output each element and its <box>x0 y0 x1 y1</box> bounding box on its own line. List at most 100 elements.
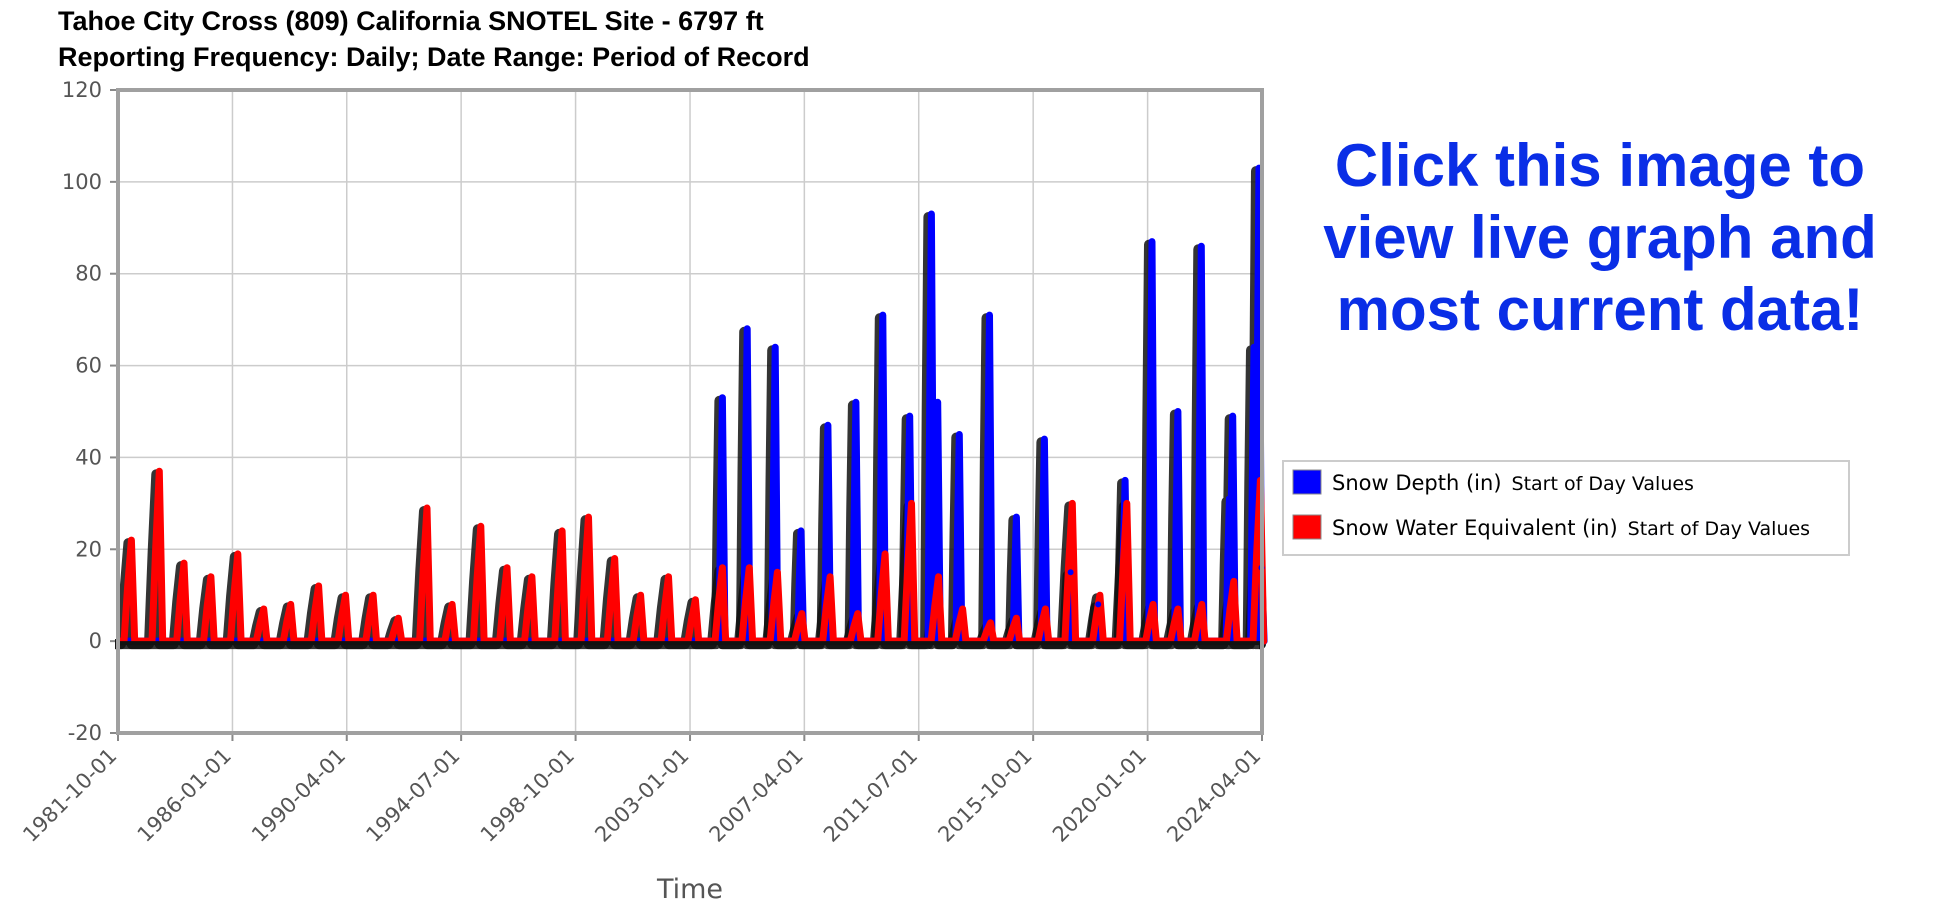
snow-depth-peak-point <box>798 527 804 534</box>
swe-peak-point <box>1174 606 1181 612</box>
snow-depth-peak-point <box>928 211 935 217</box>
x-tick-label: 1986-01-01 <box>133 744 236 847</box>
snow-depth-peak-point <box>1041 436 1048 443</box>
swe-peak-point <box>1042 606 1049 612</box>
legend: Snow Depth (in) Start of Day Values Snow … <box>1282 460 1850 556</box>
swe-peak-point <box>370 592 377 599</box>
swe-peak-point <box>128 537 135 544</box>
legend-box <box>1282 460 1850 556</box>
x-tick-label: 2015-10-01 <box>933 744 1036 847</box>
snow-depth-peak-point <box>1013 514 1020 521</box>
swe-peak-point <box>611 555 618 562</box>
swe-peak-point <box>424 505 430 511</box>
call-to-action[interactable]: Click this image to view live graph and … <box>1323 132 1877 343</box>
x-tick-label: 2003-01-01 <box>590 744 693 847</box>
x-tick-label: 1994-07-01 <box>361 744 464 847</box>
swe-peak-point <box>987 619 994 626</box>
snow-depth-peak-point <box>1198 243 1205 250</box>
y-tick-label: 100 <box>62 170 102 194</box>
swe-peak-point <box>1150 601 1157 608</box>
swe-peak-point <box>827 573 834 580</box>
snow-depth-peak-point <box>824 422 831 429</box>
snow-depth-peak-point <box>934 399 941 406</box>
swe-peak-point <box>395 615 402 622</box>
snow-depth-peak-point <box>1251 344 1257 351</box>
swe-peak-point <box>798 610 805 617</box>
swe-peak-point <box>528 573 535 580</box>
y-tick-label: 20 <box>75 537 102 561</box>
y-tick-label: -20 <box>68 721 102 745</box>
swe-peak-point <box>234 550 241 557</box>
chart-subtitle: Reporting Frequency: Daily; Date Range: … <box>58 42 810 72</box>
snow-depth-peak-point <box>1149 238 1155 245</box>
swe-peak-point <box>692 596 699 603</box>
legend-item-swe: Snow Water Equivalent (in) Start of Day V… <box>1332 516 1810 540</box>
plot-area <box>115 164 1268 650</box>
snow-depth-peak-point <box>1122 477 1129 484</box>
swe-peak-point <box>935 573 942 580</box>
x-axis-ticks: 1981-10-01 1986-01-01 1990-04-01 1994-07-01… <box>18 733 1266 847</box>
legend-label-snow-depth: Snow Depth (in) <box>1332 471 1502 495</box>
legend-label-swe: Snow Water Equivalent (in) <box>1332 516 1618 540</box>
swe-peak-point <box>342 592 349 599</box>
cta-line-2[interactable]: view live graph and <box>1323 204 1877 271</box>
swe-peak-point <box>908 500 915 507</box>
y-tick-label: 80 <box>75 262 102 286</box>
swe-peak-point <box>882 550 889 557</box>
x-tick-label: 1981-10-01 <box>18 744 121 847</box>
swe-peak-point <box>774 569 781 576</box>
cta-line-3[interactable]: most current data! <box>1337 276 1864 343</box>
legend-swatch-snow-depth <box>1292 469 1322 495</box>
series-snow-depth-line <box>118 164 1268 645</box>
snow-depth-peak-point <box>986 312 993 319</box>
x-tick-label: 2007-04-01 <box>705 744 808 847</box>
snow-depth-peak-point <box>906 413 913 420</box>
x-axis-title: Time <box>656 874 723 904</box>
snow-depth-peak-point <box>1226 495 1233 502</box>
snow-depth-peak-point <box>1095 601 1102 608</box>
swe-peak-point <box>854 610 861 617</box>
legend-swatch-swe <box>1292 514 1322 540</box>
snow-depth-peak-point <box>1067 569 1074 576</box>
x-tick-label: 1998-10-01 <box>476 744 579 847</box>
swe-peak-point <box>181 560 187 567</box>
snow-depth-peak-point <box>879 312 886 319</box>
swe-peak-point <box>746 564 753 571</box>
swe-peak-point <box>477 523 484 530</box>
swe-peak-point <box>156 468 163 475</box>
swe-peak-point <box>287 601 294 608</box>
swe-peak-point <box>559 527 566 534</box>
swe-peak-point <box>504 564 510 571</box>
swe-peak-point <box>665 573 672 580</box>
chart-title: Tahoe City Cross (809) California SNOTEL… <box>58 6 764 36</box>
swe-peak-point <box>1198 601 1205 608</box>
plot-frame <box>116 88 1264 735</box>
cta-line-1[interactable]: Click this image to <box>1335 132 1865 199</box>
x-tick-label: 2020-01-01 <box>1048 744 1151 847</box>
snow-depth-peak-point <box>772 344 779 351</box>
legend-sublabel-snow-depth: Start of Day Values <box>1512 473 1694 495</box>
swe-peak-point <box>637 592 644 599</box>
swe-peak-point <box>1096 592 1103 599</box>
y-tick-label: 120 <box>62 78 102 102</box>
y-tick-label: 0 <box>89 629 102 653</box>
swe-peak-point <box>585 514 592 521</box>
swe-peak-point <box>959 606 966 612</box>
series-snow-depth-shadow <box>115 166 1267 650</box>
snow-depth-peak-point <box>1229 413 1236 420</box>
swe-peak-point <box>1069 500 1076 507</box>
swe-peak-point <box>260 606 267 612</box>
legend-sublabel-swe: Start of Day Values <box>1628 518 1810 540</box>
snow-depth-peak-point <box>956 431 963 438</box>
swe-peak-point <box>207 573 214 580</box>
snow-depth-peak-point <box>719 394 726 401</box>
x-tick-label: 1990-04-01 <box>247 744 350 847</box>
snow-depth-peak-point <box>1174 408 1181 415</box>
swe-peak-point <box>1013 615 1020 622</box>
snow-depth-peak-point <box>744 325 751 332</box>
x-tick-label: 2024-04-01 <box>1162 744 1265 847</box>
swe-peak-point <box>1123 500 1130 507</box>
y-axis-ticks: 120 100 80 60 40 20 0 -20 <box>62 78 118 745</box>
y-tick-label: 60 <box>75 354 102 378</box>
